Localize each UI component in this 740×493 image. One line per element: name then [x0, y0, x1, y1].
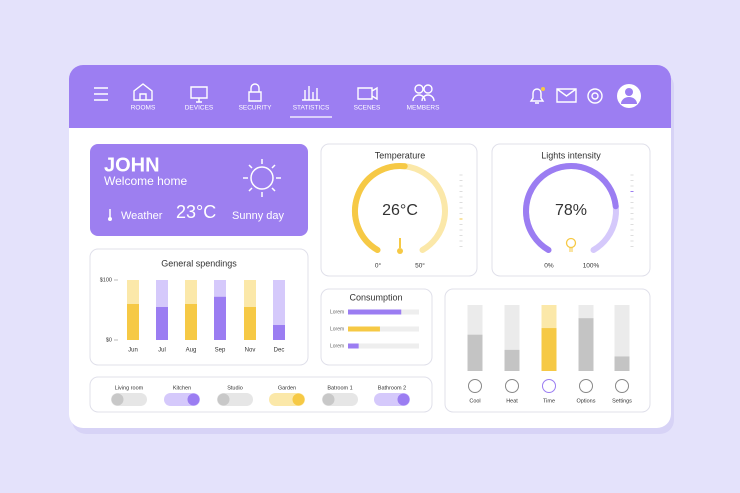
device-bar	[578, 318, 594, 371]
gauge-min-label: 0%	[544, 263, 554, 270]
x-tick-label: Aug	[186, 348, 197, 354]
toggle-knob	[217, 393, 230, 406]
gauge-max-label: 100%	[583, 263, 600, 270]
row-label: Lorem	[330, 343, 344, 349]
toggle-knob	[187, 393, 200, 406]
temperature-card	[320, 143, 478, 277]
device-label: Settings	[612, 398, 632, 404]
device-label: Options	[577, 398, 596, 404]
nav-icons	[133, 83, 435, 103]
progress-bar	[348, 309, 402, 315]
toggle-knob	[397, 393, 410, 406]
bar	[273, 325, 285, 340]
device-label: Time	[543, 398, 555, 404]
device-icon[interactable]	[579, 379, 593, 393]
device-label: Heat	[506, 398, 518, 404]
gauge-value-label: 26°C	[382, 202, 418, 219]
thermometer-icon	[108, 209, 112, 221]
device-icon[interactable]	[615, 379, 629, 393]
weather-condition: Sunny day	[232, 210, 284, 222]
room-label: Living room	[115, 385, 144, 391]
room-label: Kitchen	[173, 385, 191, 391]
x-tick-label: Dec	[274, 348, 285, 354]
x-tick-label: Jul	[158, 348, 166, 354]
greeting: Welcome home	[104, 174, 187, 188]
nav-item[interactable]: DEVICES	[185, 105, 214, 112]
gauge-min-label: 0°	[375, 262, 382, 270]
lights-card	[491, 143, 651, 277]
x-tick-label: Jun	[128, 348, 138, 354]
user-name: JOHN	[104, 154, 160, 176]
device-label: Cool	[469, 398, 480, 404]
menu-button[interactable]	[94, 87, 108, 101]
bulb-base	[569, 248, 573, 252]
card-title: Consumption	[349, 292, 402, 302]
device-icon[interactable]	[542, 379, 556, 393]
y-tick-label: $100	[100, 277, 112, 283]
gauge-value	[523, 163, 619, 253]
device-bar	[467, 334, 483, 371]
device-icon[interactable]	[468, 379, 482, 393]
x-tick-label: Nov	[245, 348, 256, 354]
device-bar	[541, 328, 557, 371]
card-title: General spendings	[161, 258, 237, 268]
room-label: Studio	[227, 385, 243, 391]
progress-bar	[348, 326, 380, 332]
row-label: Lorem	[330, 326, 344, 332]
progress-bar	[348, 343, 359, 349]
bar	[127, 304, 139, 340]
device-icon[interactable]	[505, 379, 519, 393]
nav-item[interactable]: SECURITY	[239, 105, 273, 112]
device-bar	[614, 356, 630, 371]
row-label: Lorem	[330, 309, 344, 315]
toggle-knob	[111, 393, 124, 406]
gauge-max-label: 50°	[415, 262, 425, 270]
weather-temperature: 23°C	[176, 202, 216, 222]
room-label: Garden	[278, 385, 296, 391]
card-title: Lights intensity	[541, 150, 601, 160]
nav-item[interactable]: MEMBERS	[407, 105, 441, 112]
bar	[185, 304, 197, 340]
nav-item[interactable]: STATISTICS	[293, 105, 330, 112]
toggle-knob	[292, 393, 305, 406]
bar	[156, 307, 168, 340]
sun-icon	[243, 159, 281, 197]
y-tick-label: $0	[106, 337, 112, 343]
room-label: Bathroom 2	[378, 385, 406, 391]
thermometer-bulb	[397, 248, 403, 254]
gauge-value	[352, 163, 408, 253]
welcome-card	[90, 144, 308, 236]
nav-item[interactable]: SCENES	[354, 105, 381, 112]
nav-item[interactable]: ROOMS	[131, 105, 156, 112]
toggle-knob	[322, 393, 335, 406]
x-tick-label: Sep	[215, 348, 226, 354]
header	[69, 65, 671, 128]
device-bar-background	[614, 305, 630, 371]
progress-track	[348, 343, 419, 349]
bar	[244, 307, 256, 340]
bulb-icon	[565, 237, 577, 249]
settings-button[interactable]	[587, 88, 603, 104]
avatar[interactable]	[617, 84, 641, 108]
room-label: Batroom 1	[327, 385, 352, 391]
progress-track	[348, 326, 419, 332]
bar	[214, 296, 226, 340]
weather-label: Weather	[121, 210, 163, 222]
device-bar	[504, 349, 520, 371]
mail-button[interactable]	[556, 88, 577, 103]
card-title: Temperature	[375, 150, 426, 160]
bell-button[interactable]	[529, 87, 545, 104]
gauge-value-label: 78%	[555, 202, 587, 219]
